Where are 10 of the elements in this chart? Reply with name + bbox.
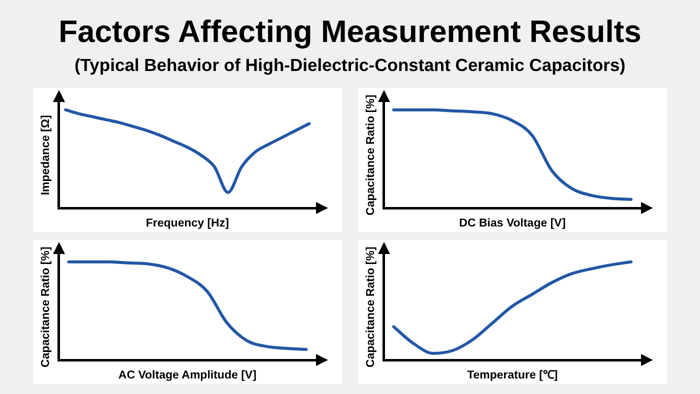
y-axis-title: Impedance [Ω] — [40, 114, 52, 196]
x-axis-title: Frequency [Hz] — [146, 217, 230, 230]
x-axis-title: DC Bias Voltage [V] — [459, 217, 566, 230]
chart-title: Factors Affecting Measurement Results — [58, 14, 642, 50]
x-axis-title: Temperature [℃] — [467, 369, 558, 382]
y-axis-title: Capacitance Ratio [%] — [365, 94, 378, 216]
chart-subtitle: (Typical Behavior of High-Dielectric-Constant Ceramic Capacitors) — [73, 54, 627, 76]
y-axis-title: Capacitance Ratio [%] — [40, 246, 52, 368]
y-axis-title: Capacitance Ratio [%] — [365, 246, 378, 368]
x-axis-title: AC Voltage Amplitude [V] — [118, 369, 257, 382]
